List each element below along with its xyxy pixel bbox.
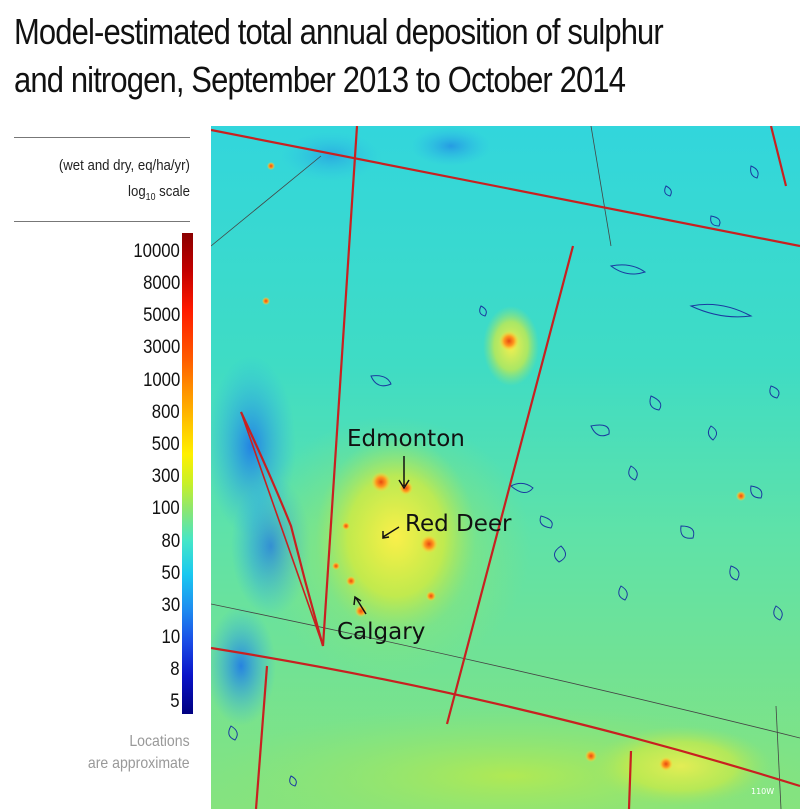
legend-tick-label: 100 — [152, 498, 180, 519]
units-line-1: (wet and dry, eq/ha/yr) — [58, 157, 190, 174]
lakes — [228, 165, 783, 787]
edmonton-arrow — [398, 456, 410, 490]
legend-tick-label: 3000 — [142, 337, 180, 358]
legend-top-divider — [14, 137, 190, 138]
longitude-label: 110W — [751, 787, 774, 796]
high-deposition-zone — [211, 306, 800, 809]
red-deer-label: Red Deer — [405, 511, 512, 537]
title-line-2: and nitrogen, September 2013 to October … — [14, 59, 626, 100]
legend-tick-label: 5000 — [142, 305, 180, 326]
provincial-borders — [211, 126, 800, 809]
legend-tick-label: 30 — [161, 595, 180, 616]
legend-tick-label: 800 — [152, 402, 180, 423]
legend-tick-label: 500 — [152, 434, 180, 455]
note-line-2: are approximate — [88, 755, 190, 772]
map-title: Model-estimated total annual deposition … — [14, 8, 794, 104]
legend-tick-label: 80 — [161, 531, 180, 552]
calgary-arrow — [353, 595, 367, 615]
calgary-label: Calgary — [337, 619, 425, 645]
legend-units: (wet and dry, eq/ha/yr) log10 scale — [41, 153, 190, 211]
legend-tick-label: 300 — [152, 466, 180, 487]
deposition-map: Edmonton Red Deer Calgary 110W — [211, 126, 800, 809]
legend-tick-label: 8000 — [142, 273, 180, 294]
red-deer-arrow — [382, 526, 400, 539]
approximate-locations-note: Locations are approximate — [74, 731, 190, 775]
legend-tick-label: 1000 — [142, 370, 180, 391]
graticule-lines — [211, 126, 800, 809]
legend-bottom-divider — [14, 221, 190, 222]
city-annotations: Edmonton Red Deer Calgary — [337, 426, 512, 645]
legend-tick-label: 50 — [161, 563, 180, 584]
legend-tick-label: 5 — [170, 691, 180, 712]
legend-tick-label: 10 — [161, 627, 180, 648]
title-line-1: Model-estimated total annual deposition … — [14, 11, 664, 52]
map-canvas: Edmonton Red Deer Calgary 110W — [211, 126, 800, 809]
edmonton-label: Edmonton — [347, 426, 465, 452]
color-scale-bar — [182, 233, 193, 714]
legend-tick-label: 10000 — [133, 241, 180, 262]
legend-tick-label: 8 — [170, 659, 180, 680]
note-line-1: Locations — [129, 733, 190, 750]
units-line-2: log10 scale — [128, 183, 190, 203]
